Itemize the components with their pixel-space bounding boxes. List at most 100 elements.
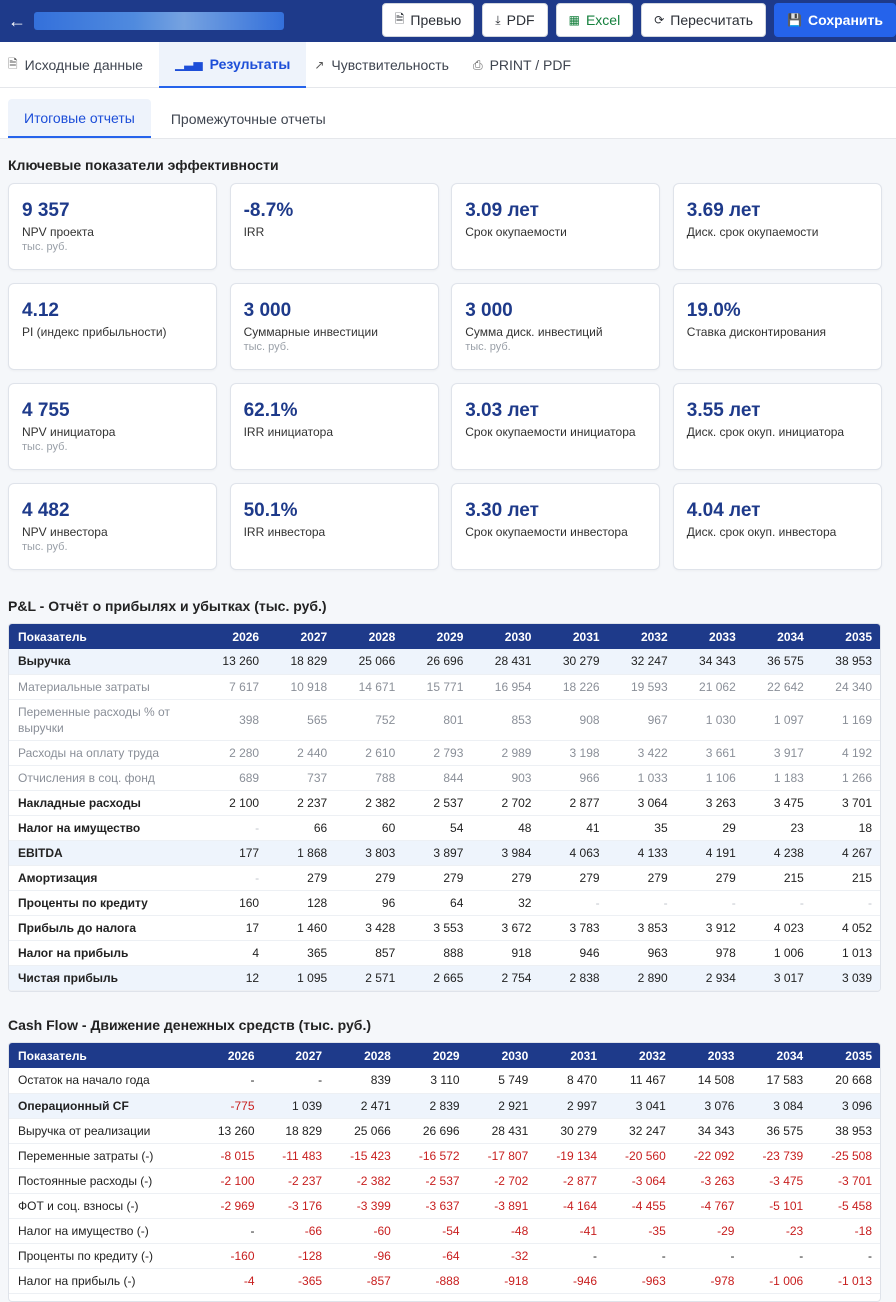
pdf-button[interactable]: ⤓ PDF	[482, 3, 548, 37]
kpi-value: 4.04 лет	[686, 500, 761, 521]
kpi-card: 3.03 лет Срок окупаемости инициатора	[451, 383, 661, 470]
preview-button[interactable]: 🗎 Превью	[381, 3, 475, 37]
document-icon: 🗎	[8, 56, 18, 71]
column-header-year: 2033	[673, 1043, 743, 1068]
kpi-label: NPV инициатора	[22, 425, 116, 439]
table-row: Проценты по кредиту (-) -160 -128 -96 -64 -32…	[9, 1243, 880, 1269]
tab-input-data[interactable]: 🗎 Исходные данные	[0, 42, 159, 88]
back-button[interactable]: ←	[0, 0, 34, 42]
cell-value: 4	[199, 940, 268, 966]
kpi-label: Срок окупаемости инициатора	[465, 425, 636, 439]
pl-section-title: P&L - Отчёт о прибылях и убытках (тыс. р…	[8, 598, 327, 614]
table-row: Налог на имущество -66 60 54 48 41 35 29 23 18	[9, 815, 880, 841]
cell-value: 3 110	[398, 1068, 468, 1094]
column-header-year: 2032	[605, 1043, 674, 1068]
row-label: Расходы на оплату труда	[9, 740, 199, 766]
cell-value: -60	[330, 1218, 399, 1244]
table-row: Амортизация -279 279 279 279 279 279 279 215 215	[9, 865, 880, 891]
kpi-card: 19.0% Ставка дисконтирования	[672, 283, 882, 370]
cell-value: 2 989	[471, 740, 540, 766]
cell-value: 752	[335, 699, 404, 741]
tab-print-pdf[interactable]: ⎙ PRINT / PDF	[465, 42, 587, 88]
cell-value: 4 191	[675, 840, 744, 866]
table-row: Остаток на начало года - -839 3 110 5 749 8 4…	[9, 1068, 880, 1094]
cell-value: 3 701	[811, 790, 880, 816]
cell-value: 853	[471, 699, 540, 741]
cell-value: 25 066	[330, 1118, 399, 1144]
cell-value: 16 954	[471, 674, 540, 700]
cell-value: 48	[471, 815, 540, 841]
excel-label: Excel	[585, 12, 621, 28]
cell-value: 279	[403, 865, 472, 891]
cell-value: 1 868	[267, 840, 336, 866]
tab-results[interactable]: ▁▃▅ Результаты	[158, 42, 307, 88]
cell-value: -41	[536, 1218, 606, 1244]
table-row: Налог на прибыль (-) -4 -365 -857 -888 -918 -9…	[9, 1268, 880, 1294]
cell-value: 215	[811, 865, 880, 891]
table-row: Переменные расходы % от выручки 398 565 752…	[9, 699, 880, 741]
pl-table: Показатель 2026 2027 2028 2029 2030 2031 2032 20…	[9, 624, 880, 991]
cell-value: -4 455	[605, 1193, 674, 1219]
cell-value: -1 013	[811, 1268, 880, 1294]
kpi-unit: тыс. руб.	[22, 441, 68, 453]
column-header-year: 2026	[199, 1043, 263, 1068]
kpi-card: 4 482 NPV инвестора тыс. руб.	[8, 483, 217, 570]
cell-value: 398	[199, 699, 268, 741]
cell-value: 35	[607, 815, 676, 841]
cell-value: 2 280	[199, 740, 268, 766]
kpi-card: 3.30 лет Срок окупаемости инвестора	[451, 483, 661, 570]
tab-intermediate-reports[interactable]: Промежуточные отчеты	[170, 110, 326, 127]
table-row: Налог на прибыль 4 365 857 888 918 946 963 978 1 …	[9, 940, 880, 966]
cell-value: 1 266	[811, 765, 880, 791]
cell-value: -2 969	[199, 1193, 263, 1219]
kpi-label: Диск. срок окупаемости	[686, 225, 819, 239]
cell-value: 966	[539, 765, 608, 791]
cell-value: 2 440	[267, 740, 336, 766]
cell-value: -16 572	[398, 1143, 468, 1169]
cell-value: 3 984	[471, 840, 540, 866]
cell-value: -	[743, 890, 812, 916]
cell-value: 36 575	[743, 649, 812, 675]
floppy-disk-icon: 💾	[787, 13, 803, 27]
cell-value: 2 877	[539, 790, 608, 816]
cell-value: 888	[403, 940, 472, 966]
cell-value: -20 560	[605, 1143, 674, 1169]
row-label: Налог на имущество (-)	[9, 1218, 199, 1244]
cell-value: -160	[199, 1243, 263, 1269]
kpi-grid: 9 357 NPV проекта тыс. руб. -8.7% IRR 3.09 ле…	[8, 183, 888, 570]
cell-value: 4 052	[811, 915, 880, 941]
cell-value: 946	[539, 940, 608, 966]
tab-final-reports[interactable]: Итоговые отчеты	[8, 99, 151, 138]
kpi-value: 3.03 лет	[465, 400, 539, 421]
cell-value: -	[742, 1243, 812, 1269]
cell-value: 3 041	[605, 1093, 674, 1119]
column-header-year: 2028	[335, 624, 404, 649]
tab-sensitivity[interactable]: ↗ Чувствительность	[306, 42, 465, 88]
table-row: EBITDA 177 1 868 3 803 3 897 3 984 4 063 4 133 4…	[9, 840, 880, 866]
table-row: Выручка от реализации 13 260 18 829 25 066 2…	[9, 1118, 880, 1144]
cell-value: 844	[403, 765, 472, 791]
tab-label: PRINT / PDF	[489, 57, 571, 73]
cell-value: 903	[471, 765, 540, 791]
kpi-label: Срок окупаемости	[465, 225, 567, 239]
cell-value: 2 571	[335, 965, 404, 991]
column-header-year: 2035	[811, 624, 880, 649]
excel-button[interactable]: ▦ Excel	[555, 3, 634, 37]
cell-value: 29	[675, 815, 744, 841]
row-label: Налог на прибыль	[9, 940, 199, 966]
cell-value: 32 247	[605, 1118, 674, 1144]
cell-value: -1 006	[742, 1268, 812, 1294]
cell-value: 3 912	[675, 915, 744, 941]
cell-value: -2 537	[398, 1168, 468, 1194]
cell-value: -	[199, 1068, 263, 1094]
cell-value: 38 953	[811, 649, 880, 675]
cell-value: 3 096	[811, 1093, 880, 1119]
save-button[interactable]: 💾 Сохранить	[774, 3, 896, 37]
table-row: Прибыль до налога 17 1 460 3 428 3 553 3 672 3…	[9, 915, 880, 941]
kpi-label: Срок окупаемости инвестора	[465, 525, 628, 539]
cell-value: 18 226	[539, 674, 608, 700]
recalc-button[interactable]: ⟳ Пересчитать	[641, 3, 767, 37]
kpi-label: PI (индекс прибыльности)	[22, 325, 167, 339]
cell-value: 1 013	[811, 940, 880, 966]
cell-value: 26 696	[398, 1118, 468, 1144]
